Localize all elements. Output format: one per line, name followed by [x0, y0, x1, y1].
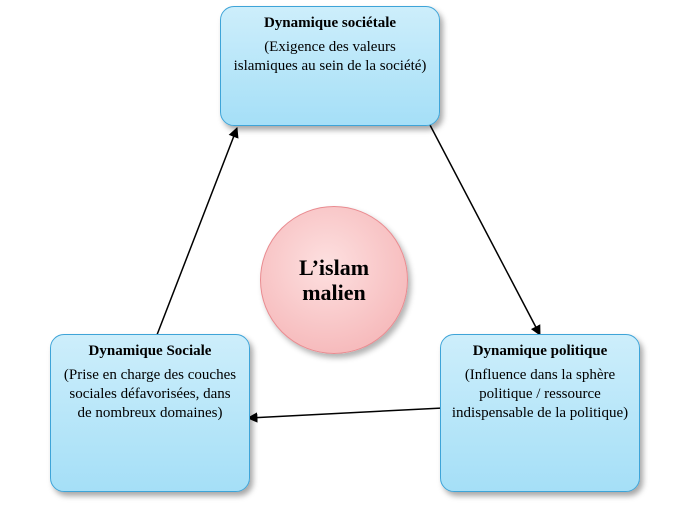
center-line1: L’islam	[299, 255, 369, 280]
node-politique-desc: (Influence dans la sphère politique / re…	[451, 366, 629, 422]
center-islam-malien: L’islam malien	[260, 206, 408, 354]
edge	[248, 408, 443, 418]
node-politique-title: Dynamique politique	[451, 343, 629, 360]
node-sociale-title: Dynamique Sociale	[61, 343, 239, 360]
edge	[430, 125, 540, 335]
node-sociale: Dynamique Sociale (Prise en charge des c…	[50, 334, 250, 492]
node-societale-title: Dynamique sociétale	[231, 15, 429, 32]
node-politique: Dynamique politique (Influence dans la s…	[440, 334, 640, 492]
center-line2: malien	[302, 280, 366, 305]
node-societale-desc: (Exigence des valeurs islamiques au sein…	[231, 38, 429, 76]
node-societale: Dynamique sociétale (Exigence des valeur…	[220, 6, 440, 126]
node-sociale-desc: (Prise en charge des couches sociales dé…	[61, 366, 239, 422]
diagram-canvas: Dynamique sociétale (Exigence des valeur…	[0, 0, 680, 516]
edge	[155, 128, 237, 340]
